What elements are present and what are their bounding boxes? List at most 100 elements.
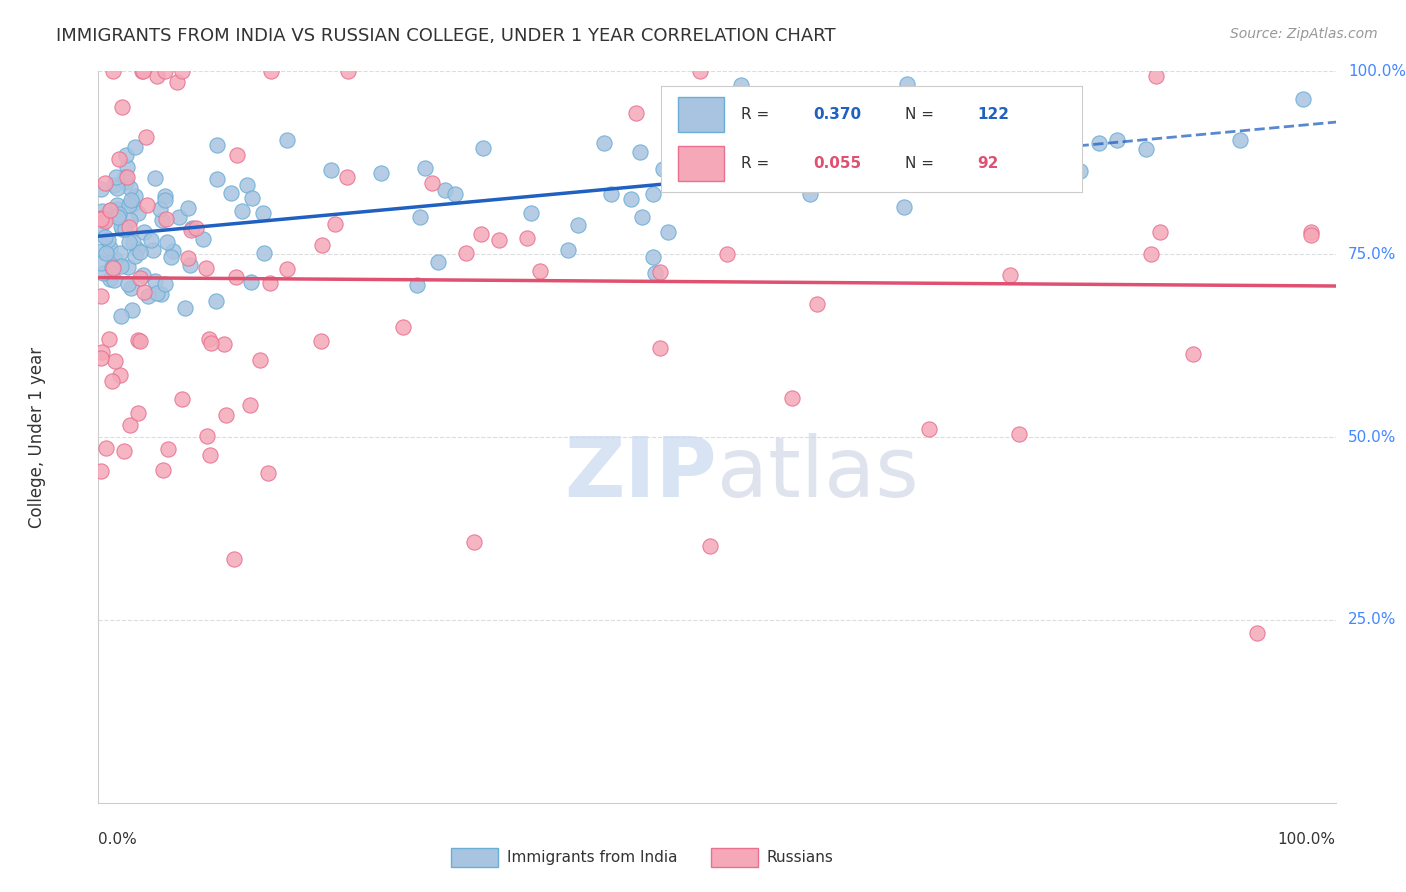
Point xyxy=(94,212,117,227)
Point xyxy=(195,429,218,443)
Point xyxy=(252,205,274,219)
Point xyxy=(593,136,616,150)
Point xyxy=(170,392,193,407)
Point xyxy=(156,235,179,249)
Point xyxy=(212,337,235,351)
Point xyxy=(841,169,863,183)
Point xyxy=(132,268,155,283)
Point xyxy=(90,344,112,359)
Point xyxy=(91,203,114,218)
Point xyxy=(90,212,112,227)
Point xyxy=(131,64,153,78)
Point xyxy=(108,246,131,260)
Point xyxy=(90,289,112,303)
Point xyxy=(120,281,142,295)
Point xyxy=(177,201,200,215)
Point xyxy=(516,231,538,245)
Point xyxy=(839,151,862,165)
Point xyxy=(94,245,117,260)
Point xyxy=(599,187,621,202)
Point xyxy=(125,242,148,256)
Point xyxy=(108,206,131,220)
Point xyxy=(799,187,821,202)
Point xyxy=(1069,164,1091,178)
Point xyxy=(434,182,457,196)
Point xyxy=(567,218,589,232)
Point xyxy=(118,198,141,212)
Point xyxy=(160,250,183,264)
Point xyxy=(259,276,281,290)
Point xyxy=(107,211,129,225)
Point xyxy=(1149,226,1171,240)
Point xyxy=(225,148,247,162)
Point xyxy=(110,219,132,234)
Point xyxy=(121,197,143,211)
Point xyxy=(105,181,128,195)
Point xyxy=(134,285,156,299)
Point xyxy=(94,176,117,190)
Point xyxy=(652,161,675,176)
Point xyxy=(108,153,131,167)
Point xyxy=(103,178,125,192)
Text: 25.0%: 25.0% xyxy=(1348,613,1396,627)
Point xyxy=(117,277,139,292)
Point xyxy=(1182,347,1205,361)
Point xyxy=(336,169,359,184)
Point xyxy=(690,144,713,158)
Point xyxy=(240,275,263,289)
Point xyxy=(311,238,333,252)
Point xyxy=(128,271,150,285)
Point xyxy=(90,211,112,225)
Point xyxy=(103,64,125,78)
Point xyxy=(488,233,510,247)
Point xyxy=(699,153,721,168)
Point xyxy=(253,246,276,260)
Point xyxy=(309,334,332,348)
Point xyxy=(100,202,122,217)
Point xyxy=(132,64,155,78)
Point xyxy=(1139,246,1161,260)
Point xyxy=(420,176,443,190)
Point xyxy=(146,285,169,300)
Point xyxy=(918,422,941,436)
Point xyxy=(124,249,146,263)
Point xyxy=(1229,132,1251,146)
Point xyxy=(191,232,214,246)
Point xyxy=(101,261,124,276)
Point xyxy=(155,188,177,202)
Point xyxy=(699,539,721,553)
Point xyxy=(557,243,579,257)
Point xyxy=(98,241,121,255)
Point xyxy=(413,161,436,175)
Point xyxy=(689,64,711,78)
FancyBboxPatch shape xyxy=(711,848,758,867)
Point xyxy=(456,245,478,260)
Point xyxy=(236,178,259,192)
Point xyxy=(205,172,228,186)
Point xyxy=(620,192,643,206)
Point xyxy=(115,160,138,174)
Point xyxy=(276,133,298,147)
Point xyxy=(120,180,142,194)
Point xyxy=(118,219,141,234)
Point xyxy=(153,194,176,208)
FancyBboxPatch shape xyxy=(451,848,498,867)
Point xyxy=(153,64,176,78)
Point xyxy=(117,260,139,274)
Point xyxy=(166,75,188,89)
Text: 100.0%: 100.0% xyxy=(1278,832,1336,847)
Point xyxy=(198,332,221,346)
Point xyxy=(716,247,738,261)
Point xyxy=(969,157,991,171)
Point xyxy=(94,213,117,227)
Point xyxy=(148,202,170,216)
Point xyxy=(90,244,112,258)
Point xyxy=(91,266,114,280)
Point xyxy=(239,398,262,412)
Point xyxy=(520,206,543,220)
Point xyxy=(111,100,134,114)
Point xyxy=(101,374,124,388)
Point xyxy=(162,244,184,258)
Point xyxy=(97,332,120,346)
Point xyxy=(697,123,720,137)
